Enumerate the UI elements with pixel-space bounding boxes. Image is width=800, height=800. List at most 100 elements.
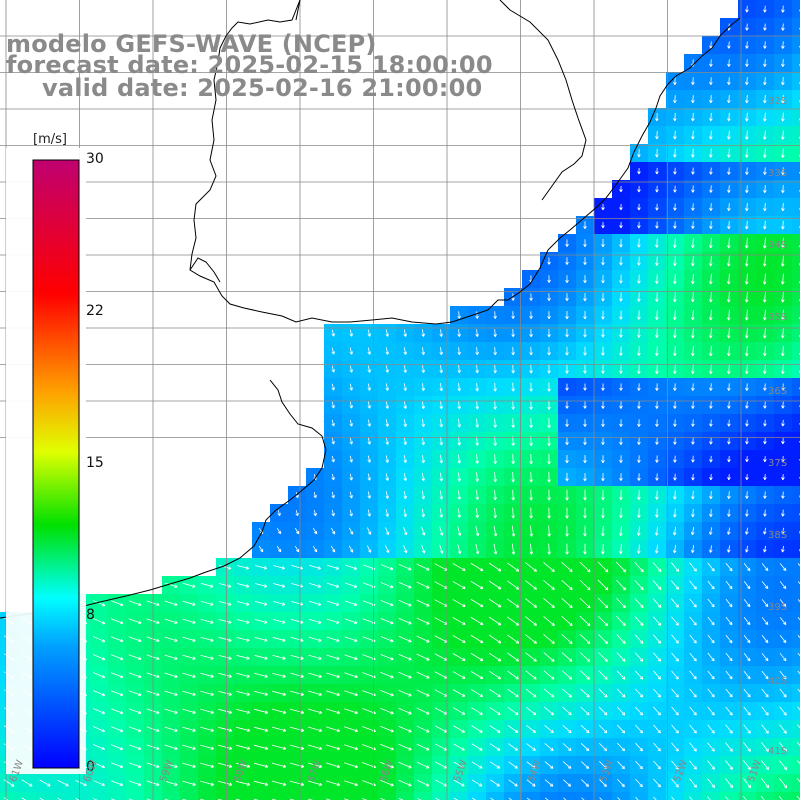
wind-arrow	[344, 708, 359, 715]
wind-arrow	[39, 779, 51, 787]
wind-arrow	[779, 599, 787, 607]
wind-arrow	[525, 706, 537, 716]
wind-speed-cell	[648, 792, 667, 800]
wind-arrow	[421, 383, 425, 392]
wind-arrow	[619, 544, 623, 555]
wind-speed-cell	[792, 144, 800, 163]
wind-arrow	[673, 203, 677, 211]
wind-arrow	[511, 507, 515, 519]
wind-arrow	[691, 273, 695, 285]
wind-arrow	[671, 724, 679, 734]
wind-arrow	[743, 617, 751, 626]
wind-arrow	[745, 364, 749, 375]
wind-arrow	[654, 526, 659, 536]
wind-arrow	[635, 778, 643, 788]
wind-arrow	[217, 762, 233, 768]
wind-arrow	[313, 509, 317, 517]
wind-arrow	[529, 418, 533, 428]
wind-arrow	[164, 600, 178, 606]
wind-arrow	[128, 690, 142, 697]
wind-arrow	[637, 203, 641, 211]
wind-arrow	[111, 780, 124, 787]
wind-speed-cell	[792, 162, 800, 181]
wind-arrow	[254, 690, 269, 696]
wind-arrow	[725, 760, 733, 770]
wind-arrow	[762, 273, 767, 285]
wind-arrow	[580, 706, 590, 716]
wind-speed-cell	[54, 792, 73, 800]
wind-arrow	[689, 688, 697, 698]
wind-arrow	[763, 130, 767, 140]
wind-arrow	[349, 473, 353, 481]
wind-arrow	[762, 291, 767, 303]
wind-arrow	[619, 508, 623, 519]
wind-speed-cell	[792, 504, 800, 523]
wind-arrow	[488, 616, 502, 626]
wind-arrow	[326, 636, 340, 642]
wind-arrow	[439, 436, 444, 446]
wind-arrow	[781, 401, 785, 409]
wind-arrow	[218, 654, 232, 660]
wind-arrow	[544, 706, 555, 716]
wind-arrow	[709, 437, 713, 445]
coastline-brazil-north	[499, 0, 587, 201]
wind-arrow	[709, 148, 713, 158]
wind-arrow	[525, 616, 537, 626]
wind-arrow	[470, 652, 484, 662]
wind-arrow	[598, 742, 608, 752]
wind-arrow	[182, 690, 196, 696]
wind-speed-cell	[792, 18, 800, 37]
wind-arrow	[561, 579, 573, 591]
wind-arrow	[673, 77, 677, 86]
wind-arrow	[507, 670, 519, 680]
wind-arrow	[547, 311, 551, 320]
wind-arrow	[763, 545, 767, 553]
wind-arrow	[529, 471, 533, 483]
wind-arrow	[366, 545, 372, 553]
wind-arrow	[781, 383, 785, 391]
wind-arrow	[797, 724, 800, 729]
wind-arrow	[470, 634, 484, 644]
wind-speed-cell	[126, 792, 145, 800]
wind-arrow	[781, 456, 785, 463]
wind-arrow	[313, 491, 317, 499]
wind-arrow	[547, 489, 551, 501]
wind-arrow	[655, 310, 659, 320]
wind-arrow	[727, 221, 731, 230]
wind-speed-cell	[18, 792, 37, 800]
wind-arrow	[709, 345, 713, 357]
wind-arrow	[635, 760, 643, 770]
wind-arrow	[344, 744, 359, 751]
wind-arrow	[745, 491, 749, 499]
wind-arrow	[200, 582, 214, 588]
wind-arrow	[670, 562, 680, 572]
wind-arrow	[619, 490, 623, 501]
wind-speed-cell	[792, 576, 800, 595]
wind-arrow	[725, 634, 733, 644]
wind-arrow	[655, 148, 659, 158]
wind-arrow	[385, 491, 389, 499]
wind-arrow	[673, 130, 677, 140]
wind-arrow	[330, 545, 336, 553]
wind-arrow	[763, 491, 767, 499]
wind-arrow	[616, 652, 626, 662]
wind-arrow	[743, 562, 751, 572]
wind-arrow	[367, 419, 371, 427]
wind-arrow	[637, 346, 641, 356]
wind-arrow	[691, 148, 695, 158]
wind-arrow	[709, 41, 713, 49]
wind-arrow	[331, 491, 335, 499]
wind-arrow	[673, 401, 677, 409]
wind-arrow	[671, 634, 679, 644]
wind-arrow	[398, 671, 412, 679]
wind-arrow	[312, 527, 318, 535]
wind-arrow	[601, 221, 605, 229]
wind-arrow	[380, 779, 394, 787]
wind-arrow	[398, 635, 412, 643]
wind-arrow	[781, 130, 785, 140]
wind-arrow	[457, 329, 461, 337]
wind-arrow	[673, 455, 677, 463]
wind-arrow	[398, 581, 412, 589]
wind-speed-cell	[558, 792, 577, 800]
wind-arrow	[743, 599, 751, 608]
